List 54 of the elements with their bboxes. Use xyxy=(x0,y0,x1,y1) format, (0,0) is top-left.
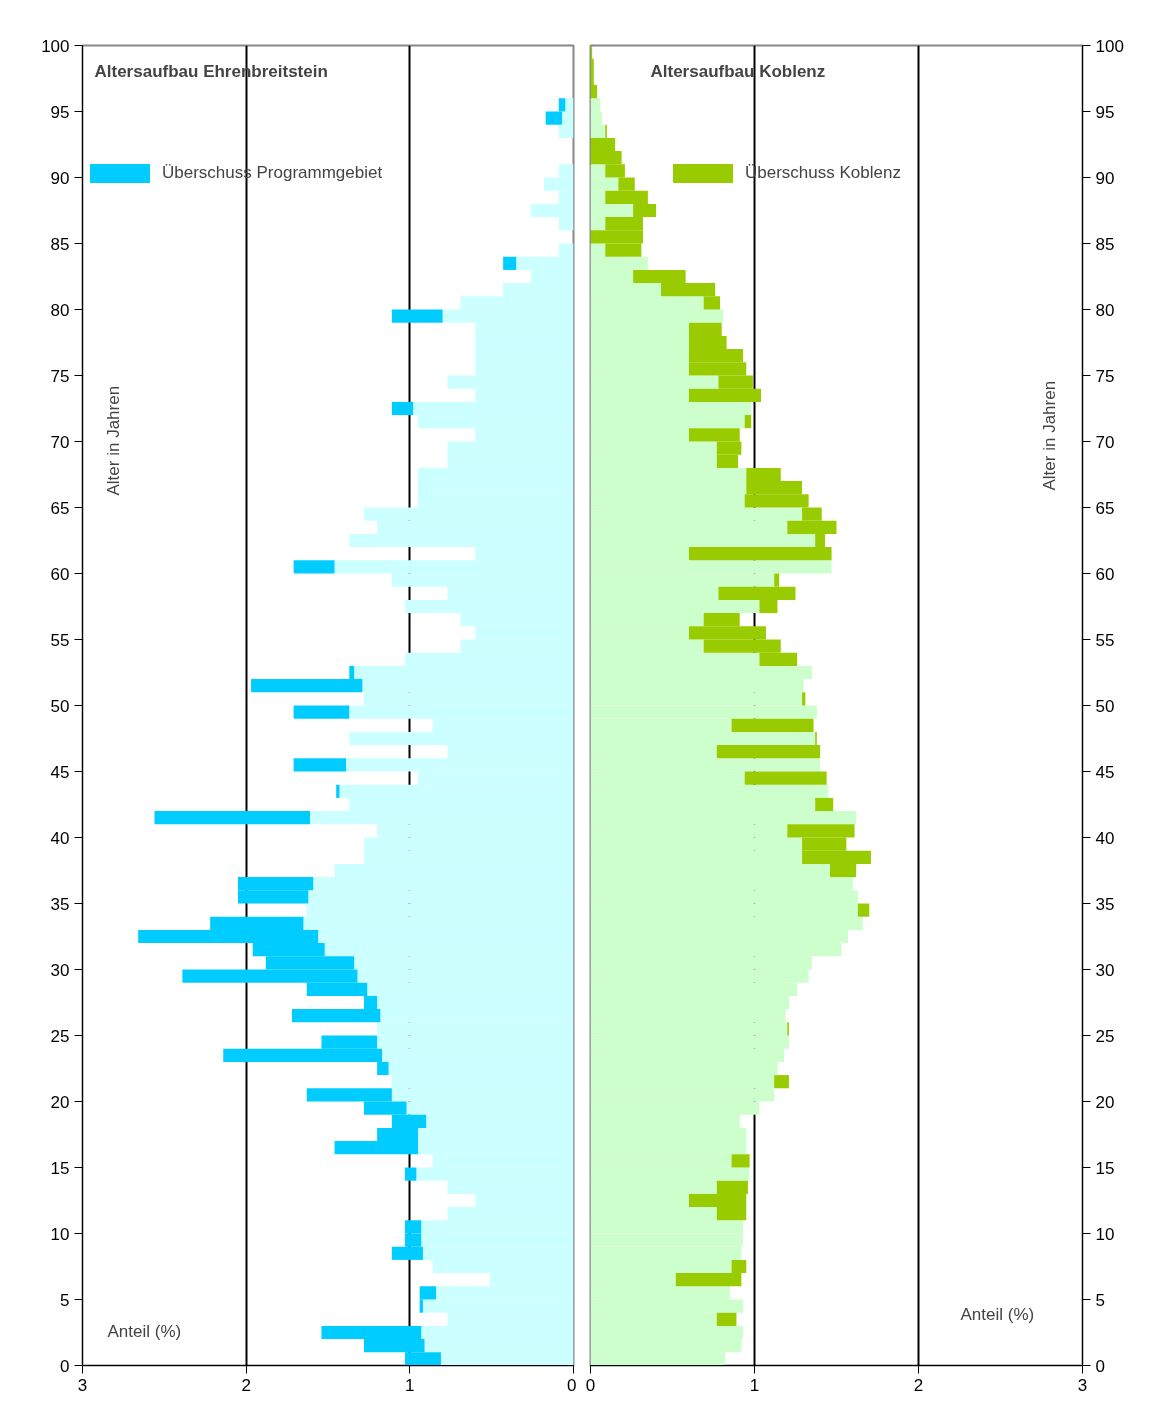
y-tick-label: 65 xyxy=(1095,498,1115,518)
y-tick-label: 45 xyxy=(1095,762,1115,782)
y-tick-label: 50 xyxy=(1095,696,1115,716)
y-tick-label: 10 xyxy=(1095,1224,1115,1244)
y-tick-label: 65 xyxy=(50,498,70,518)
x-tick-label: 2 xyxy=(241,1375,251,1395)
y-tick-label: 35 xyxy=(1095,894,1115,914)
x-axis-title: Anteil (%) xyxy=(107,1321,182,1341)
y-tick-label: 80 xyxy=(1095,300,1115,320)
y-tick-label: 90 xyxy=(50,168,70,188)
y-tick-label: 75 xyxy=(50,366,70,386)
y-tick-label: 75 xyxy=(1095,366,1115,386)
y-tick-label: 95 xyxy=(1095,102,1115,122)
y-tick-label: 90 xyxy=(1095,168,1115,188)
y-tick-label: 50 xyxy=(50,696,70,716)
y-tick-label: 5 xyxy=(1095,1290,1105,1310)
y-tick-label: 70 xyxy=(50,432,70,452)
y-tick-label: 15 xyxy=(50,1158,70,1178)
y-tick-label: 80 xyxy=(50,300,70,320)
y-tick-label: 85 xyxy=(50,234,70,254)
y-tick-label: 40 xyxy=(50,828,70,848)
y-tick-label: 85 xyxy=(1095,234,1115,254)
x-tick-label: 1 xyxy=(405,1375,415,1395)
y-tick-label: 70 xyxy=(1095,432,1115,452)
y-tick-label: 0 xyxy=(1095,1356,1105,1376)
x-tick-label: 0 xyxy=(567,1375,577,1395)
y-tick-label: 55 xyxy=(50,630,70,650)
y-tick-label: 5 xyxy=(60,1290,70,1310)
y-tick-label: 45 xyxy=(50,762,70,782)
y-tick-label: 30 xyxy=(50,960,70,980)
x-tick-label: 0 xyxy=(585,1375,596,1395)
y-tick-label: 20 xyxy=(50,1092,70,1112)
y-tick-label: 25 xyxy=(50,1026,70,1046)
y-tick-label: 60 xyxy=(1095,564,1115,584)
x-tick-label: 3 xyxy=(1077,1375,1088,1395)
y-tick-label: 10 xyxy=(50,1224,70,1244)
x-tick-label: 2 xyxy=(913,1375,924,1395)
y-tick-label: 25 xyxy=(1095,1026,1115,1046)
y-tick-label: 0 xyxy=(60,1356,70,1376)
y-tick-label: 35 xyxy=(50,894,70,914)
y-tick-label: 40 xyxy=(1095,828,1115,848)
x-axis-title: Anteil (%) xyxy=(960,1304,1035,1324)
y-tick-label: 20 xyxy=(1095,1092,1115,1112)
y-tick-label: 95 xyxy=(50,102,70,122)
y-tick-label: 100 xyxy=(1095,36,1124,56)
y-axis-title: Alter in Jahren xyxy=(1039,380,1059,491)
y-tick-label: 55 xyxy=(1095,630,1115,650)
x-tick-label: 1 xyxy=(749,1375,760,1395)
y-axis-title: Alter in Jahren xyxy=(103,385,123,496)
y-tick-label: 60 xyxy=(50,564,70,584)
y-tick-label: 30 xyxy=(1095,960,1115,980)
x-tick-label: 3 xyxy=(77,1375,88,1395)
y-tick-label: 15 xyxy=(1095,1158,1115,1178)
y-tick-label: 100 xyxy=(41,36,70,56)
